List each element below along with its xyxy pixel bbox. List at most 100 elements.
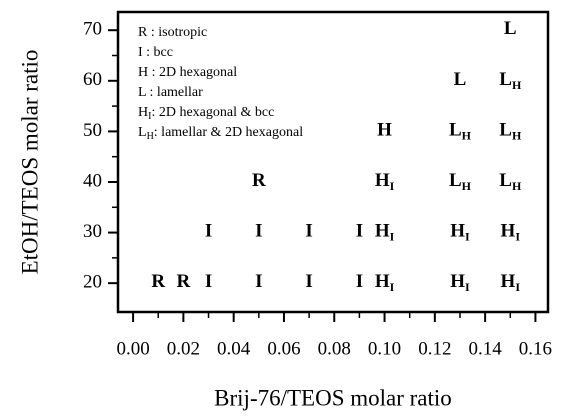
phase-point: HI (375, 170, 395, 192)
y-tick-label: 40 (83, 170, 102, 191)
y-axis-label: EtOH/TEOS molar ratio (17, 50, 42, 275)
phase-label: H (377, 120, 392, 141)
key-symbol: L (138, 85, 146, 100)
phase-label: R (177, 272, 191, 293)
x-tick-label: 0.02 (167, 338, 200, 359)
phase-label: L (499, 69, 512, 90)
phase-point: I (356, 272, 363, 293)
phase-label: H (375, 170, 390, 191)
phase-point: I (205, 221, 212, 242)
key-entry: I : bcc (138, 45, 173, 60)
phase-point: H (377, 120, 392, 141)
phase-label: I (356, 221, 363, 242)
phase-point: LH (499, 170, 522, 192)
key-subscript: H (147, 131, 154, 142)
phase-label: L (499, 120, 512, 141)
phase-subscript: I (465, 229, 470, 243)
phase-point: HI (501, 272, 521, 294)
phase-subscript: I (390, 229, 395, 243)
x-axis-label: Brij-76/TEOS molar ratio (214, 385, 452, 410)
x-tick-label: 0.10 (368, 338, 401, 359)
phase-subscript: H (512, 78, 522, 92)
key-entry: HI: 2D hexagonal & bcc (138, 105, 274, 122)
phase-point: LH (499, 120, 522, 142)
y-tick-label: 20 (83, 272, 102, 293)
phase-point: LH (449, 170, 472, 192)
phase-label: L (454, 69, 467, 90)
key-symbol: H (138, 65, 148, 80)
phase-label: L (504, 19, 517, 40)
phase-point: HI (450, 272, 470, 294)
phase-point: HI (450, 221, 470, 243)
phase-point: I (255, 272, 262, 293)
y-tick-label: 70 (83, 19, 102, 40)
y-tick-label: 30 (83, 221, 102, 242)
phase-subscript: H (512, 179, 522, 193)
key-description: : 2D hexagonal & bcc (151, 105, 274, 120)
key-description: : lamellar (146, 85, 203, 100)
phase-label: H (375, 272, 390, 293)
phase-label: I (305, 221, 312, 242)
y-tick-label: 50 (83, 120, 102, 141)
x-tick-label: 0.00 (116, 338, 149, 359)
phase-point: I (255, 221, 262, 242)
phase-point: L (454, 69, 467, 90)
phase-label: L (499, 170, 512, 191)
key-symbol: R (138, 25, 148, 40)
phase-point: HI (375, 272, 395, 294)
phase-point: HI (375, 221, 395, 243)
phase-label: H (501, 221, 516, 242)
phase-point: R (177, 272, 191, 293)
phase-label: I (305, 272, 312, 293)
phase-label: I (205, 272, 212, 293)
x-tick-label: 0.08 (318, 338, 351, 359)
phase-subscript: H (462, 179, 472, 193)
phase-point: I (356, 221, 363, 242)
key-description: : bcc (143, 45, 173, 60)
key-entry: R : isotropic (138, 25, 207, 40)
x-tick-label: 0.12 (418, 338, 451, 359)
phase-subscript: I (390, 280, 395, 294)
phase-label: I (255, 221, 262, 242)
key-description: : lamellar & 2D hexagonal (154, 125, 303, 140)
key-description: : isotropic (147, 25, 207, 40)
phase-label: H (450, 221, 465, 242)
y-tick-label: 60 (83, 69, 102, 90)
phase-subscript: I (465, 280, 470, 294)
phase-label: H (501, 272, 516, 293)
phase-label: H (450, 272, 465, 293)
key-symbol: H (138, 105, 148, 120)
phase-point: R (151, 272, 165, 293)
phase-subscript: H (512, 128, 522, 142)
plot-frame (116, 10, 550, 314)
phase-subscript: I (515, 229, 520, 243)
phase-label: H (375, 221, 390, 242)
key-symbol: L (138, 125, 147, 140)
phase-label: L (449, 170, 462, 191)
key-entry: H : 2D hexagonal (138, 65, 237, 80)
key-symbol: I (138, 45, 143, 60)
phase-label: L (449, 120, 462, 141)
x-tick-label: 0.16 (519, 338, 552, 359)
phase-label: R (252, 170, 266, 191)
phase-label: I (255, 272, 262, 293)
key-description: : 2D hexagonal (148, 65, 237, 80)
x-tick-label: 0.14 (469, 338, 503, 359)
phase-point: I (205, 272, 212, 293)
phase-subscript: I (515, 280, 520, 294)
phase-label: I (356, 272, 363, 293)
phase-point: R (252, 170, 266, 191)
phase-subscript: H (462, 128, 472, 142)
phase-point: I (305, 221, 312, 242)
phase-subscript: I (390, 179, 395, 193)
key-entry: L : lamellar (138, 85, 203, 100)
phase-label: I (205, 221, 212, 242)
phase-point: LH (499, 69, 522, 91)
phase-label: R (151, 272, 165, 293)
key-subscript: I (148, 111, 151, 122)
phase-point: I (305, 272, 312, 293)
phase-point: LH (449, 120, 472, 142)
key-entry: LH: lamellar & 2D hexagonal (138, 125, 303, 142)
x-tick-label: 0.06 (267, 338, 300, 359)
